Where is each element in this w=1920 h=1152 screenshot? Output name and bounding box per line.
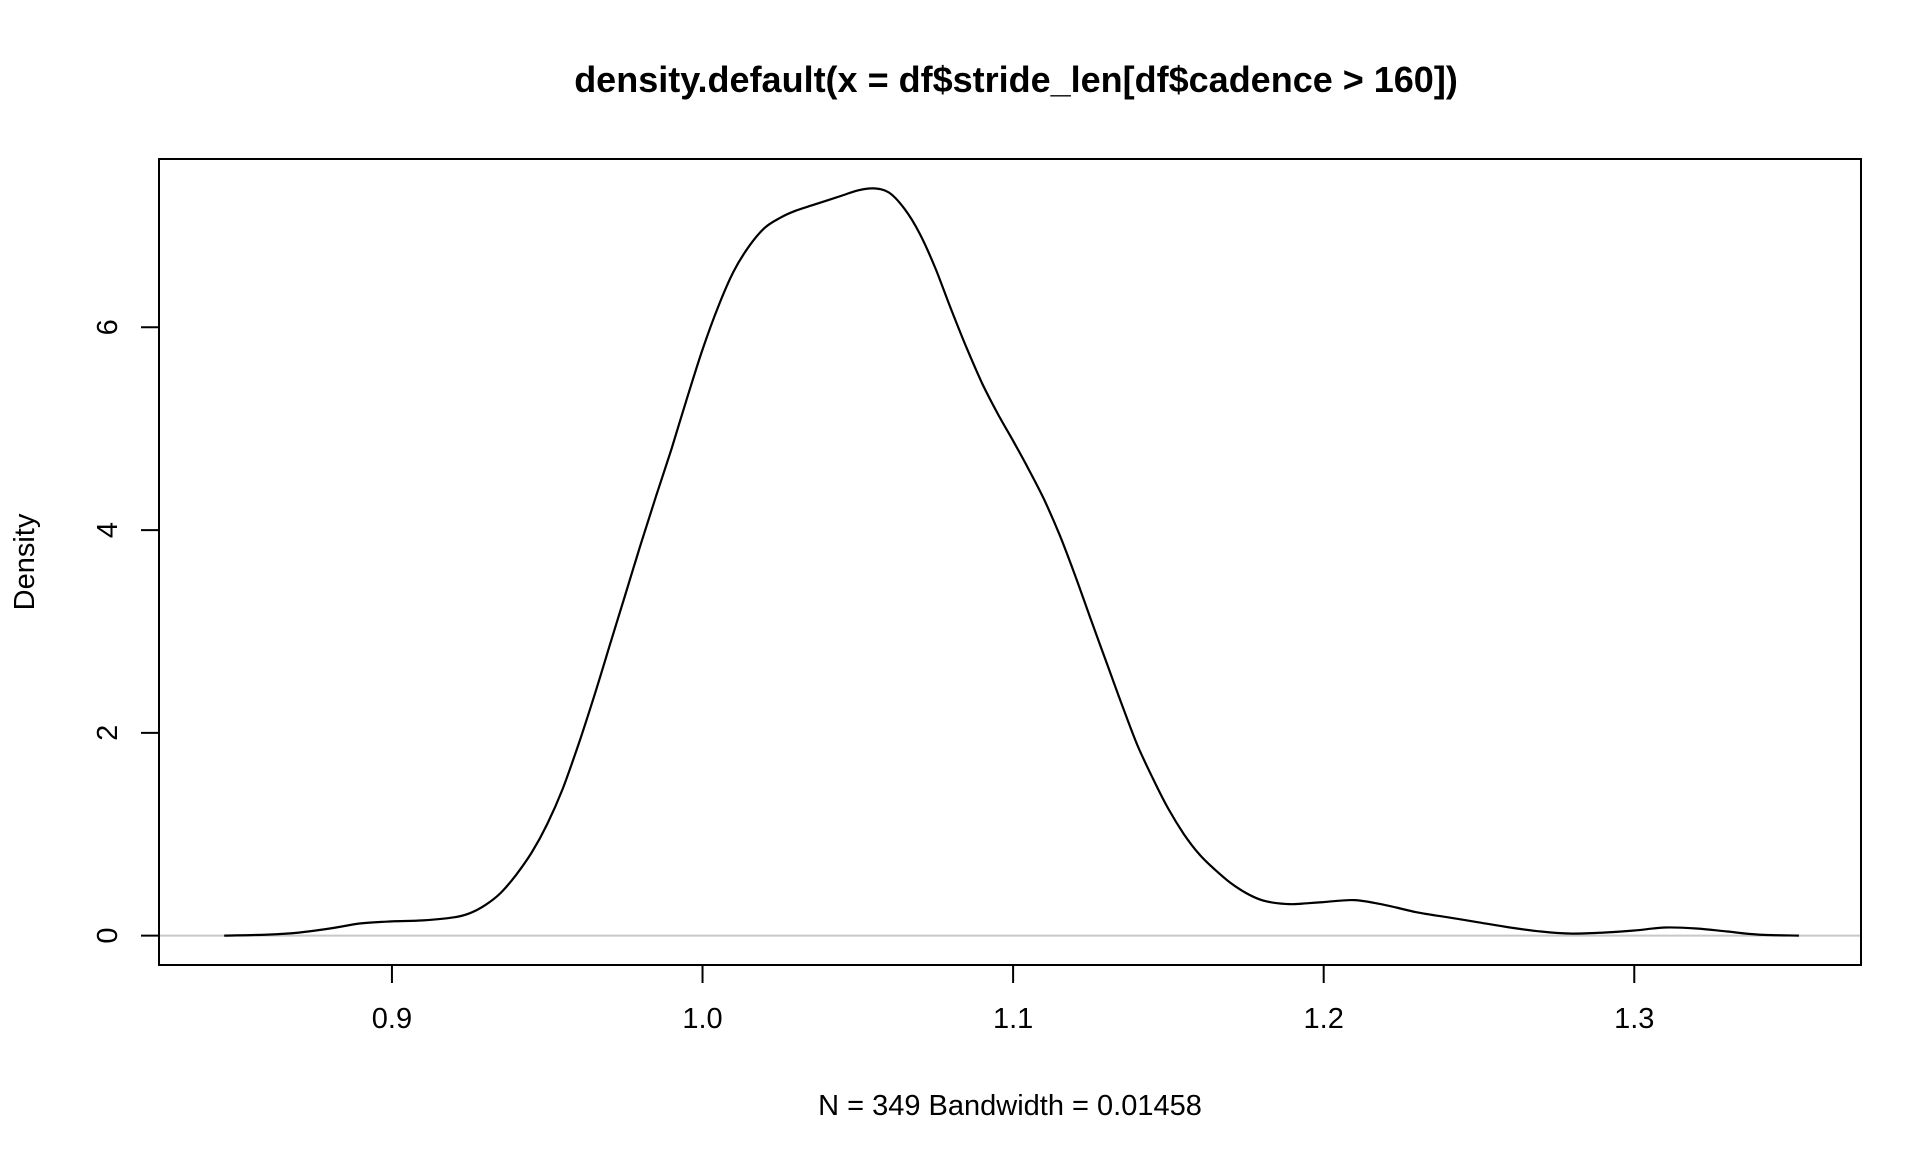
x-tick-label: 1.1	[993, 1003, 1033, 1035]
y-tick-label: 2	[92, 725, 124, 741]
x-tick-label: 1.3	[1614, 1003, 1654, 1035]
y-tick-label: 0	[92, 928, 124, 944]
plot-frame	[158, 158, 1862, 966]
y-axis: 0 2 4 6	[92, 319, 160, 944]
y-axis-label: Density	[9, 513, 41, 610]
y-tick-label: 6	[92, 319, 124, 335]
x-axis-label: N = 349 Bandwidth = 0.01458	[818, 1090, 1202, 1122]
x-tick-label: 0.9	[372, 1003, 412, 1035]
chart-title: density.default(x = df$stride_len[df$cad…	[574, 59, 1458, 100]
density-curve	[224, 187, 1799, 937]
x-axis: 0.9 1.0 1.1 1.2 1.3	[372, 964, 1654, 1035]
x-tick-label: 1.2	[1304, 1003, 1344, 1035]
y-tick-label: 4	[92, 522, 124, 538]
x-tick-label: 1.0	[682, 1003, 722, 1035]
